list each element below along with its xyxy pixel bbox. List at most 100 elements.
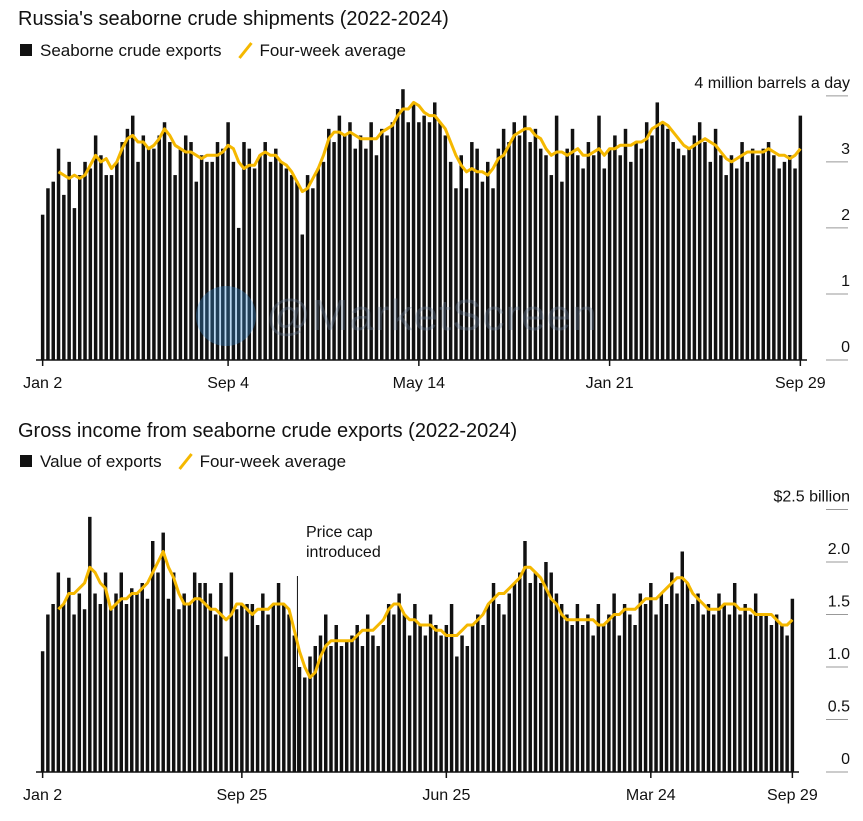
bar — [743, 604, 747, 772]
bar — [533, 128, 538, 360]
bar — [612, 593, 616, 772]
bar — [355, 625, 359, 772]
bar — [628, 614, 632, 772]
bar — [284, 168, 289, 360]
bar — [685, 583, 690, 772]
bar — [329, 646, 333, 772]
bar — [194, 181, 199, 360]
bar — [213, 614, 218, 772]
bar — [93, 135, 98, 360]
chart-title: Russia's seaborne crude shipments (2022-… — [18, 8, 449, 30]
bar — [719, 155, 723, 360]
bar — [364, 148, 368, 360]
bar — [51, 181, 55, 360]
bar — [67, 577, 71, 772]
bar — [664, 604, 669, 772]
bar — [156, 572, 160, 772]
bar — [512, 122, 516, 360]
bar — [724, 175, 728, 360]
bar — [706, 604, 711, 772]
bar — [729, 155, 734, 360]
bar — [125, 128, 130, 360]
bar — [332, 142, 336, 360]
bar — [764, 614, 768, 772]
bar — [570, 625, 574, 772]
bar — [554, 593, 559, 772]
bar — [438, 122, 442, 360]
bar — [82, 609, 87, 772]
bar — [287, 614, 291, 772]
bar — [406, 122, 411, 360]
bar — [554, 115, 559, 361]
bar — [633, 625, 637, 772]
bar — [756, 155, 760, 360]
bar — [772, 155, 776, 360]
bar — [575, 604, 580, 772]
bar — [654, 614, 658, 772]
bar — [109, 609, 113, 772]
bar — [528, 142, 532, 360]
bar — [334, 625, 338, 772]
x-tick-label: Jan 2 — [23, 375, 62, 392]
bar — [115, 161, 119, 360]
bar — [182, 593, 186, 772]
bar — [289, 175, 294, 360]
bar — [538, 148, 543, 360]
bar — [597, 115, 601, 361]
bar — [247, 148, 252, 360]
bar — [297, 667, 302, 772]
bar — [369, 122, 373, 360]
bar — [224, 656, 228, 772]
bar — [342, 135, 347, 360]
bar — [130, 588, 134, 772]
bar — [390, 122, 395, 360]
bar — [56, 148, 61, 360]
bar — [413, 604, 417, 772]
bar — [303, 677, 307, 772]
bar — [607, 148, 612, 360]
bar — [497, 604, 501, 772]
bar — [602, 168, 607, 360]
bar — [282, 604, 286, 772]
bar — [40, 214, 45, 360]
bar — [321, 161, 326, 360]
bar — [313, 646, 317, 772]
bar — [240, 604, 244, 772]
bar — [671, 142, 675, 360]
y-tick-label: 2 — [841, 207, 850, 224]
bar — [518, 572, 522, 772]
bar — [748, 614, 753, 772]
bar — [46, 188, 50, 360]
bar — [104, 175, 108, 360]
bar — [242, 142, 246, 360]
bar — [496, 148, 501, 360]
bar — [250, 604, 255, 772]
bar — [279, 161, 283, 360]
bar — [350, 635, 354, 772]
bar — [644, 122, 649, 360]
bar — [339, 646, 344, 772]
legend-swatch — [20, 455, 32, 467]
bar — [198, 583, 202, 772]
bar — [371, 635, 375, 772]
bar — [691, 604, 695, 772]
bar — [208, 593, 213, 772]
bar — [703, 142, 707, 360]
bar — [528, 583, 532, 772]
bar — [502, 614, 506, 772]
y-tick-label: 2.0 — [828, 541, 850, 558]
x-tick-label: Sep 4 — [207, 375, 249, 392]
bar — [385, 135, 389, 360]
bar — [638, 593, 643, 772]
bar — [649, 583, 653, 772]
y-tick-label: 0.5 — [828, 699, 850, 716]
bar — [168, 142, 172, 360]
bar — [327, 128, 331, 360]
bar — [470, 142, 474, 360]
y-tick-label: 4 million barrels a day — [694, 75, 850, 92]
bar — [135, 593, 139, 772]
y-tick-label: $2.5 billion — [774, 489, 851, 506]
bar — [189, 142, 193, 360]
